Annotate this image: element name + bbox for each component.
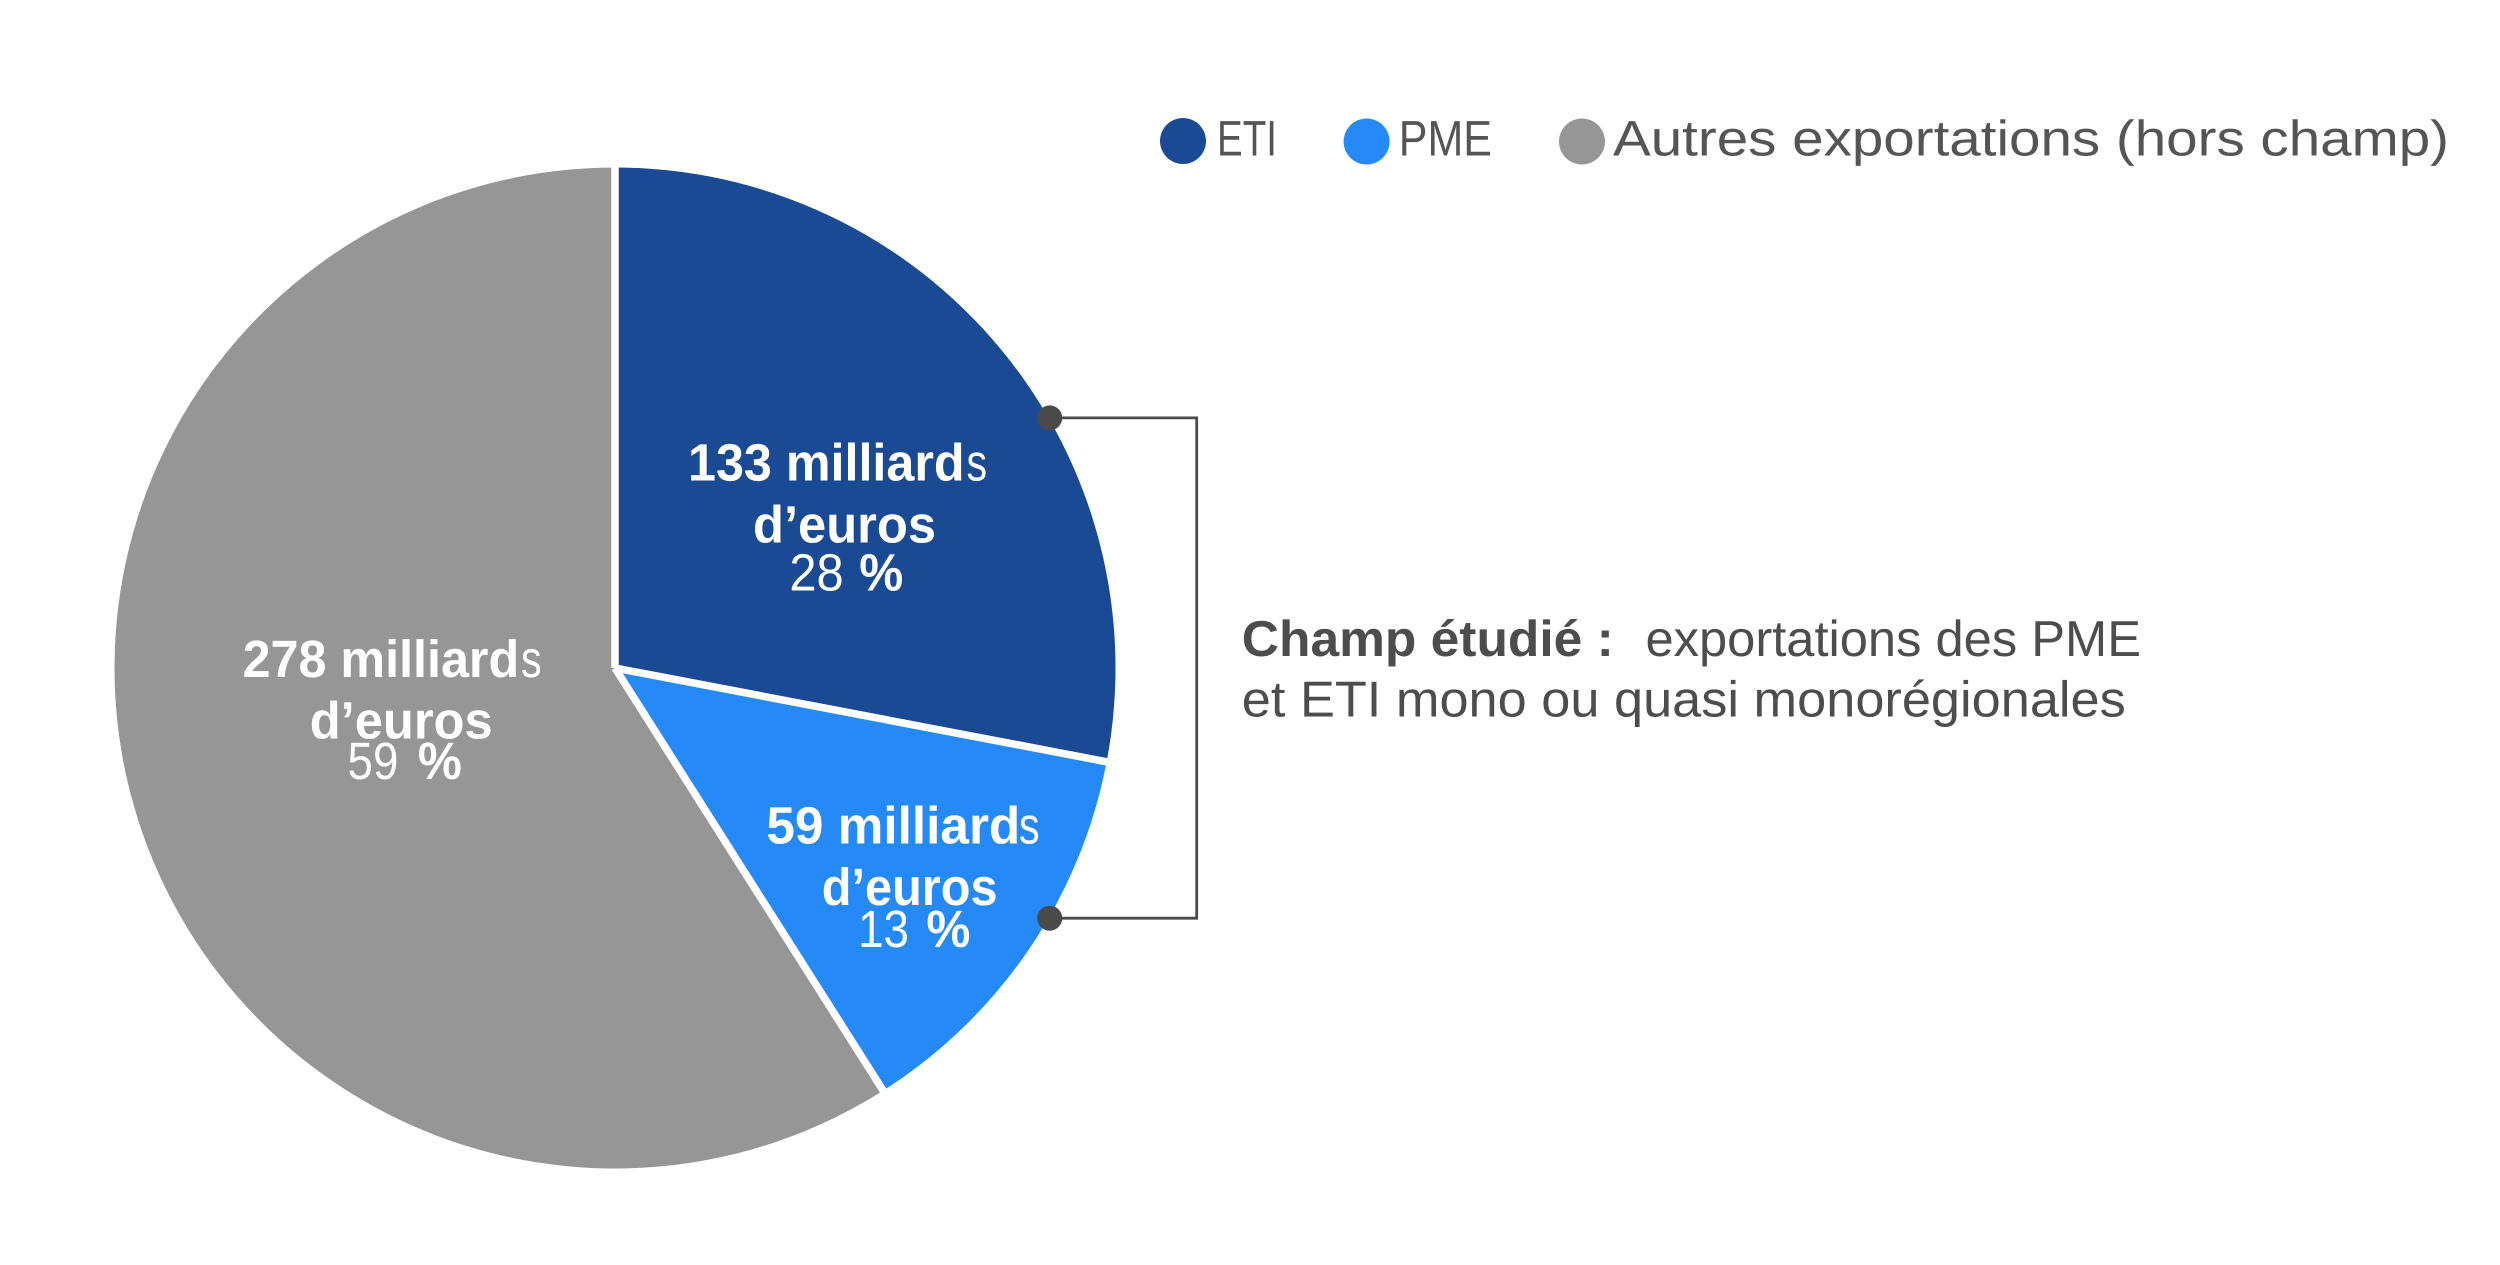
svg-text:d’euros: d’euros bbox=[753, 496, 936, 555]
svg-text:%: % bbox=[859, 544, 903, 603]
svg-text:d’euros: d’euros bbox=[822, 858, 998, 917]
svg-text:28: 28 bbox=[789, 544, 843, 603]
svg-text:%: % bbox=[926, 900, 970, 959]
svg-text:s: s bbox=[521, 630, 542, 689]
svg-text:ETI: ETI bbox=[1217, 111, 1277, 167]
svg-text:Champ étudié :: Champ étudié : bbox=[1242, 610, 1614, 667]
svg-text:Autres exportations (hors cham: Autres exportations (hors champ) bbox=[1613, 111, 2449, 167]
svg-text:s: s bbox=[1019, 796, 1040, 855]
svg-text:PME: PME bbox=[1399, 111, 1492, 167]
svg-text:s: s bbox=[967, 434, 988, 493]
svg-text:d’euros: d’euros bbox=[310, 692, 493, 751]
svg-text:%: % bbox=[418, 732, 462, 791]
svg-text:13: 13 bbox=[858, 900, 909, 959]
svg-text:et ETI mono ou quasi monorégio: et ETI mono ou quasi monorégionales bbox=[1242, 671, 2126, 728]
svg-text:exportations des PME: exportations des PME bbox=[1646, 610, 2142, 667]
svg-text:59: 59 bbox=[348, 732, 399, 791]
svg-text:278 milliard: 278 milliard bbox=[243, 630, 520, 689]
svg-text:133 milliard: 133 milliard bbox=[688, 434, 965, 493]
svg-text:59 milliard: 59 milliard bbox=[766, 796, 1020, 855]
